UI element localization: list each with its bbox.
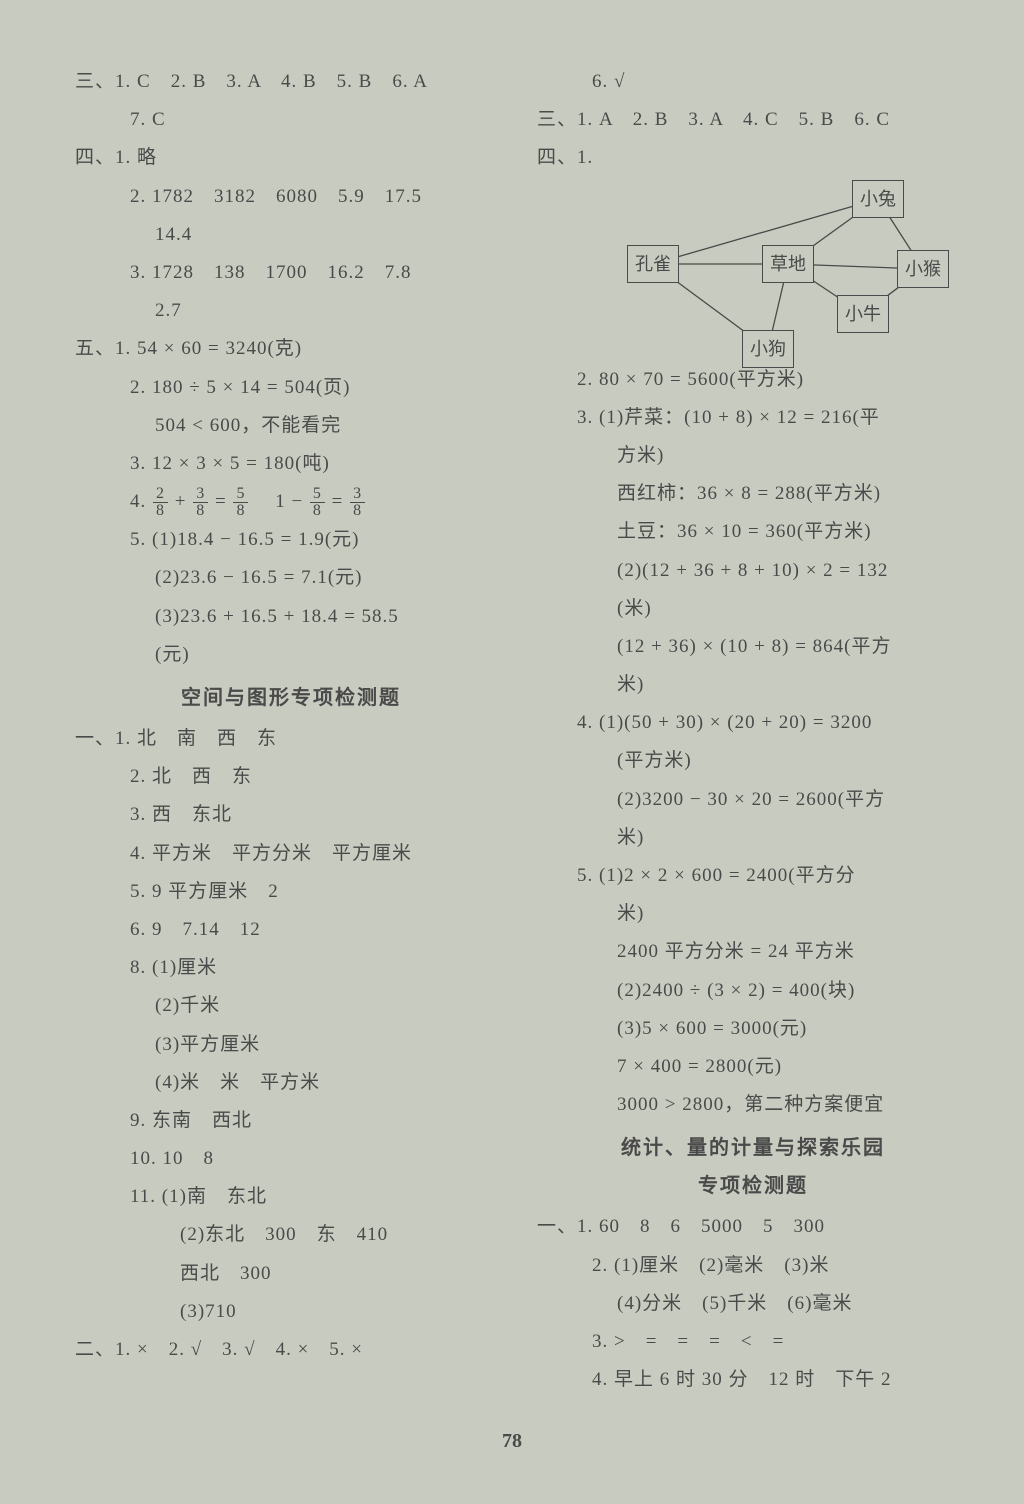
left-column: 三、1. C 2. B 3. A 4. B 5. B 6. A 7. C 四、1… (75, 65, 507, 1464)
animal-diagram: 小兔孔雀草地小猴小牛小狗 (567, 180, 969, 355)
section-er-left: 二、1. × 2. √ 3. √ 4. × 5. × (75, 1333, 507, 1367)
section-yi-left: 一、1. 北 南 西 东 (75, 722, 507, 756)
section-si: 四、1. 略 (75, 141, 507, 175)
section-wu: 五、1. 54 × 60 = 3240(克) (75, 332, 507, 366)
section-yi-right: 一、1. 60 8 6 5000 5 300 (537, 1210, 969, 1244)
section-san: 三、1. C 2. B 3. A 4. B 5. B 6. A (75, 65, 507, 99)
diagram-node-grass: 草地 (762, 245, 814, 283)
page-number: 78 (502, 1423, 522, 1459)
diagram-node-ox: 小牛 (837, 295, 889, 333)
section-san-right: 三、1. A 2. B 3. A 4. C 5. B 6. C (537, 103, 969, 137)
fraction-line: 4. 28 + 38 = 58 1 − 58 = 38 (75, 485, 507, 519)
diagram-node-dog: 小狗 (742, 330, 794, 368)
right-column: 6. √ 三、1. A 2. B 3. A 4. C 5. B 6. C 四、1… (537, 65, 969, 1464)
diagram-node-monkey: 小猴 (897, 250, 949, 288)
heading-statistics-a: 统计、量的计量与探索乐园 (537, 1130, 969, 1166)
section-si-right: 四、1. (537, 141, 969, 175)
heading-statistics-b: 专项检测题 (537, 1168, 969, 1204)
diagram-node-rabbit: 小兔 (852, 180, 904, 218)
heading-space-shapes: 空间与图形专项检测题 (75, 680, 507, 716)
diagram-node-peacock: 孔雀 (627, 245, 679, 283)
